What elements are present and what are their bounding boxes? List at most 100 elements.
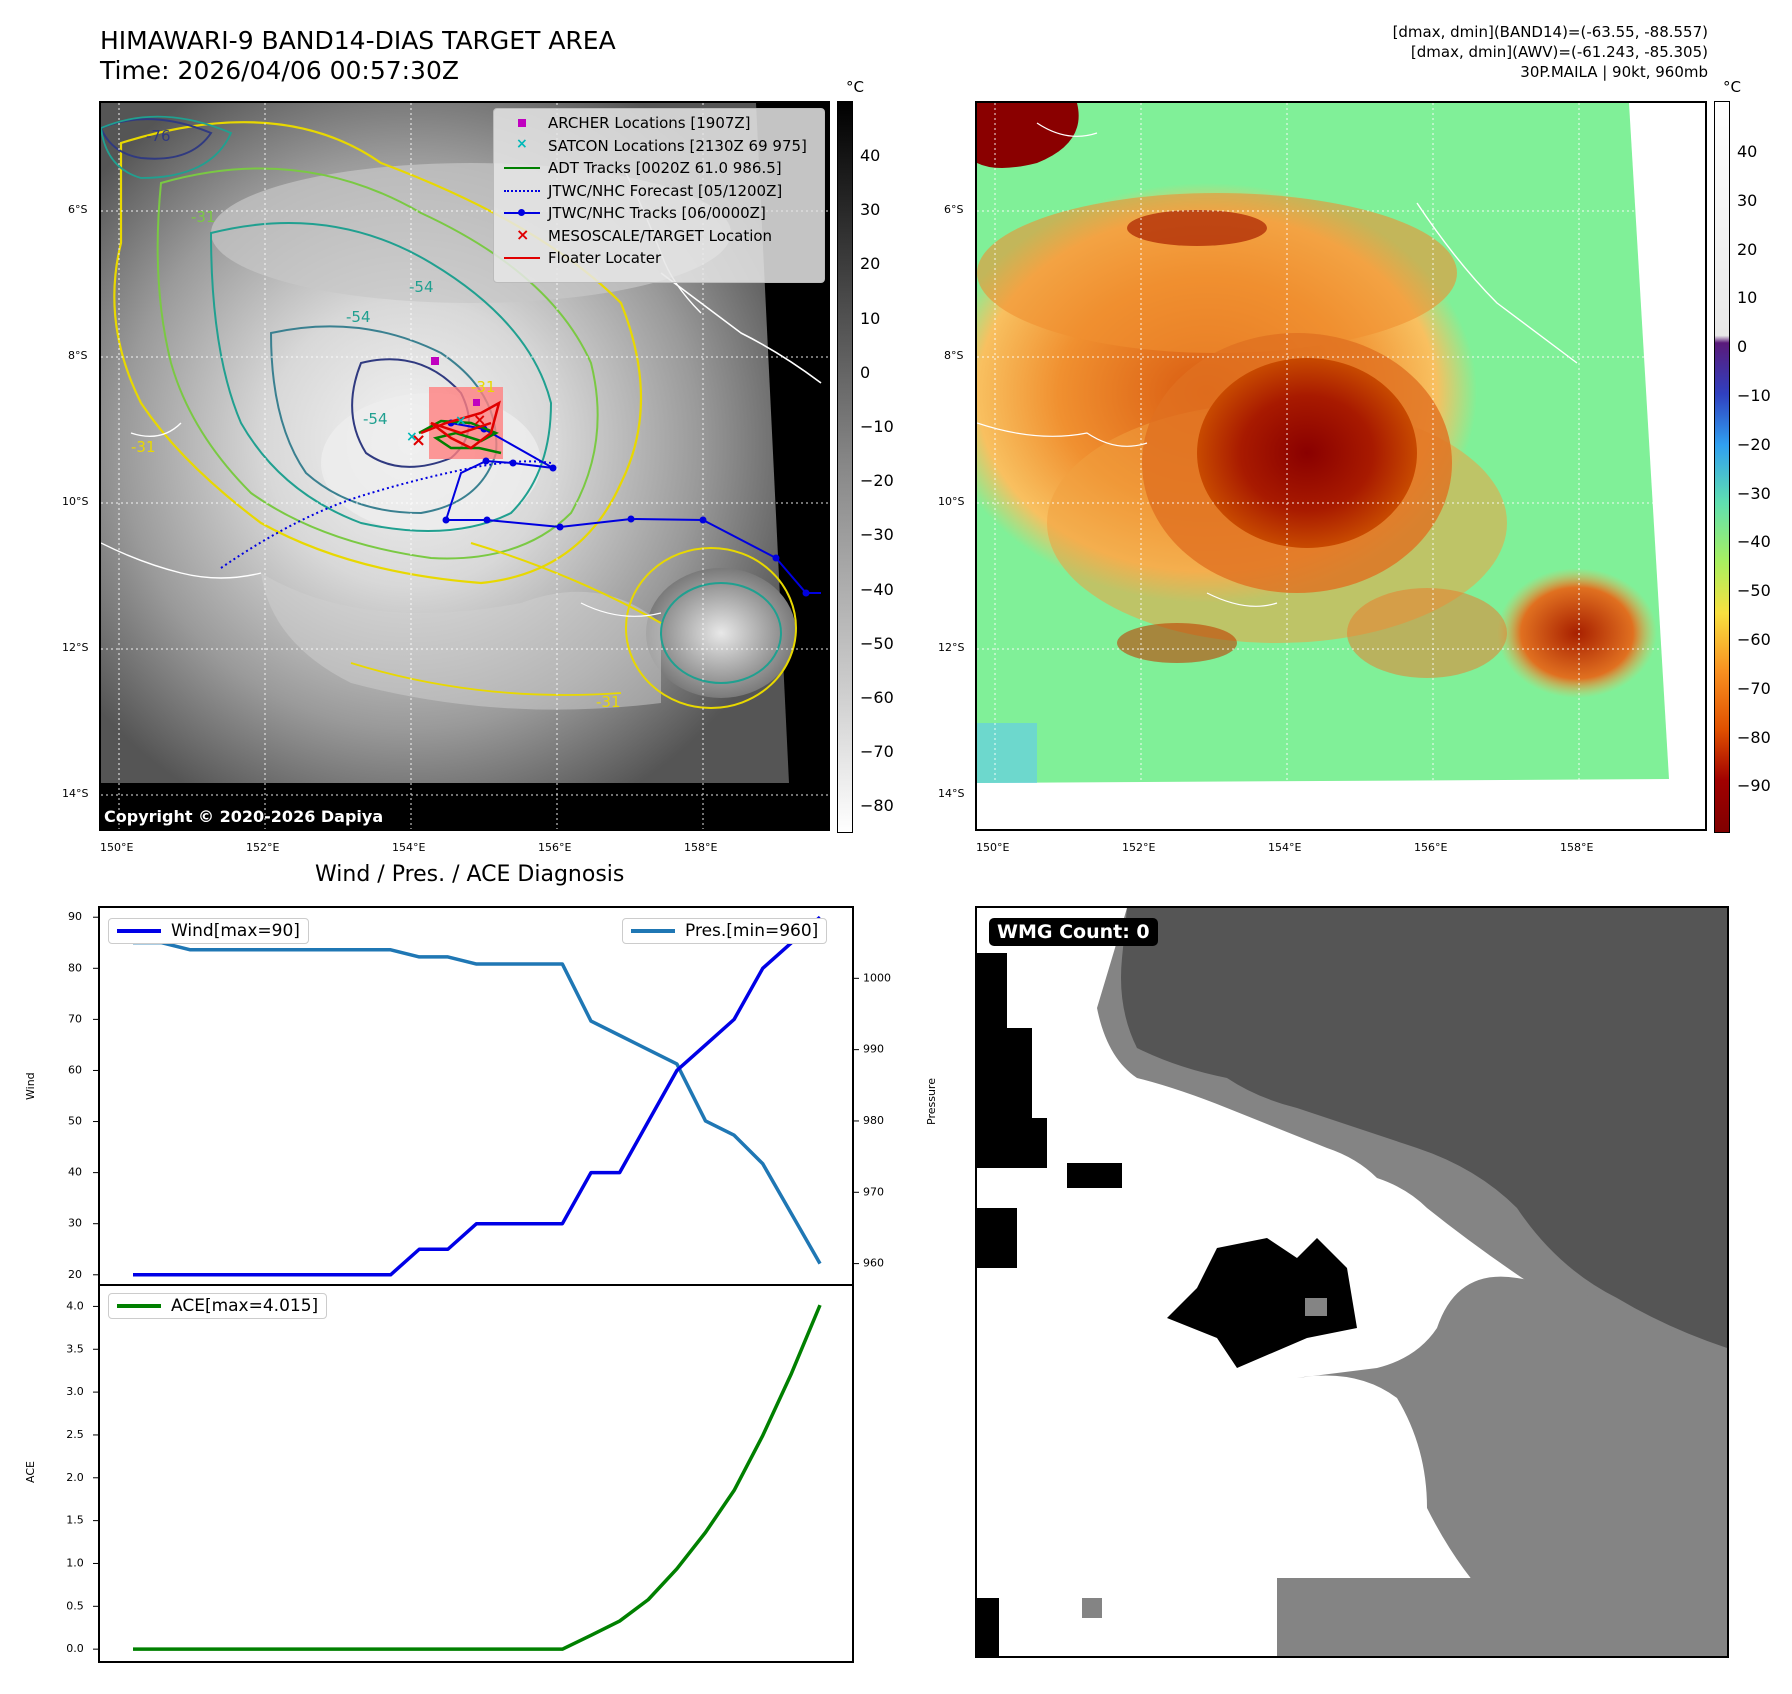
contour-label: -31 [596, 693, 621, 711]
wind-tick-label: 40 [68, 1166, 82, 1179]
title-line-2: Time: 2026/04/06 00:57:30Z [100, 56, 459, 85]
lat-label: 10°S [938, 495, 965, 508]
ace-tick-label: 1.5 [66, 1514, 84, 1527]
pressure-tick-label: 990 [863, 1043, 884, 1056]
contour-label: -54 [409, 278, 434, 296]
chart-frame [98, 906, 854, 1663]
pressure-line-icon [631, 929, 675, 933]
pressure-tick-label: 980 [863, 1114, 884, 1127]
ace-tick-label: 0.5 [66, 1599, 84, 1612]
lat-label: 8°S [68, 349, 88, 362]
lon-label: 158°E [684, 841, 718, 854]
wmg-panel: WMG Count: 0 [975, 906, 1729, 1658]
pressure-tick-label: 960 [863, 1257, 884, 1270]
legend-item-archer: ARCHER Locations [1907Z] [494, 112, 824, 135]
colorbar-tick-label: −40 [860, 579, 894, 599]
colorbar-tick-label: 30 [1737, 190, 1758, 210]
contour-label: -31 [191, 208, 216, 226]
colorbar-tick-label: −60 [1737, 630, 1771, 649]
svg-text:×: × [406, 429, 418, 445]
colorbar-tick-label: −90 [1737, 776, 1771, 796]
wind-tick-label: 20 [68, 1268, 82, 1281]
line-icon [504, 161, 540, 175]
x-marker-icon: × [516, 224, 530, 244]
pressure-tick-label: 1000 [863, 971, 891, 984]
colorbar-tick-label: 10 [1737, 288, 1758, 308]
colorbar-right-unit: °C [1723, 78, 1741, 96]
colorbar-tick-label: 0 [1737, 337, 1748, 357]
colorbar-tick-label: −10 [1737, 386, 1771, 405]
svg-text:×: × [411, 430, 426, 451]
contour-label: -54 [346, 308, 371, 326]
legend-item-satcon: × SATCON Locations [2130Z 69 975] [494, 135, 824, 158]
diagnosis-title: Wind / Pres. / ACE Diagnosis [315, 862, 625, 887]
colorbar-tick-label: 20 [1737, 239, 1758, 259]
colorbar-tick-label: −50 [1737, 581, 1771, 601]
band14-map-panel: × × × × -76 -54 -54 -31 -31 -31 -54 -31 … [99, 101, 830, 831]
colorbar-tick-label: 40 [860, 146, 881, 165]
wind-legend: Wind[max=90] [108, 918, 309, 944]
colorbar-left [837, 101, 853, 833]
wind-tick-label: 50 [68, 1115, 82, 1128]
colorbar-left-unit: °C [846, 78, 864, 96]
colorbar-tick-label: −20 [860, 471, 894, 491]
x-marker-icon: × [516, 135, 528, 152]
colorbar-tick-label: 30 [860, 200, 881, 220]
ace-axis-label: ACE [24, 1461, 37, 1483]
colorbar-tick-label: 0 [860, 362, 871, 382]
wind-line-icon [117, 929, 161, 933]
line-dot-icon [504, 206, 540, 220]
colorbar-tick-label: −70 [860, 742, 894, 762]
awv-imagery [977, 103, 1705, 829]
contour-label: -76 [146, 127, 171, 145]
ace-tick-label: 1.0 [66, 1556, 84, 1569]
ace-tick-label: 2.0 [66, 1471, 84, 1484]
colorbar-tick-label: −20 [1737, 434, 1771, 454]
lat-label: 12°S [62, 641, 89, 654]
colorbar-tick-label: −30 [860, 525, 894, 545]
colorbar-tick-label: −80 [860, 796, 894, 816]
colorbar-tick-label: −50 [860, 633, 894, 653]
lon-label: 154°E [1268, 841, 1302, 854]
wind-tick-label: 80 [68, 961, 82, 974]
colorbar-tick-label: −80 [1737, 727, 1771, 747]
wind-tick-label: 30 [68, 1217, 82, 1230]
legend-item-mesoscale: × MESOSCALE/TARGET Location [494, 225, 824, 248]
contour-label: -54 [363, 410, 388, 428]
svg-text:×: × [473, 410, 486, 429]
colorbar-tick-label: 10 [860, 308, 881, 328]
wind-axis-label: Wind [24, 1072, 37, 1100]
lat-label: 6°S [68, 203, 88, 216]
legend-item-forecast: JTWC/NHC Forecast [05/1200Z] [494, 180, 824, 203]
map-legend: ARCHER Locations [1907Z] × SATCON Locati… [493, 108, 825, 283]
colorbar-tick-label: −60 [860, 688, 894, 707]
pressure-tick-label: 970 [863, 1185, 884, 1198]
wmg-imagery [977, 908, 1727, 1656]
lat-label: 6°S [944, 203, 964, 216]
ace-tick-label: 0.0 [66, 1642, 84, 1655]
lat-label: 14°S [938, 787, 965, 800]
ace-tick-label: 3.0 [66, 1385, 84, 1398]
meta-line-3: 30P.MAILA | 90kt, 960mb [1520, 63, 1708, 81]
colorbar-tick-label: −70 [1737, 678, 1771, 698]
colorbar-tick-label: −40 [1737, 532, 1771, 552]
square-marker-icon [504, 116, 540, 130]
ace-line-icon [117, 1304, 161, 1308]
title-line-1: HIMAWARI-9 BAND14-DIAS TARGET AREA [100, 26, 616, 55]
lat-label: 12°S [938, 641, 965, 654]
ace-tick-label: 2.5 [66, 1428, 84, 1441]
ace-line [133, 1304, 822, 1651]
wmg-count-badge: WMG Count: 0 [989, 918, 1158, 946]
colorbar-right [1714, 101, 1730, 833]
svg-text:×: × [455, 413, 467, 429]
dotted-line-icon [504, 184, 540, 198]
contour-label: -31 [131, 438, 156, 456]
wind-tick-label: 60 [68, 1063, 82, 1076]
colorbar-tick-label: −30 [1737, 483, 1771, 503]
awv-map-panel [975, 101, 1707, 831]
pressure-line [133, 940, 822, 1265]
lat-label: 14°S [62, 787, 89, 800]
lon-label: 150°E [976, 841, 1010, 854]
ace-legend: ACE[max=4.015] [108, 1293, 328, 1319]
colorbar-tick-label: −10 [860, 417, 894, 436]
